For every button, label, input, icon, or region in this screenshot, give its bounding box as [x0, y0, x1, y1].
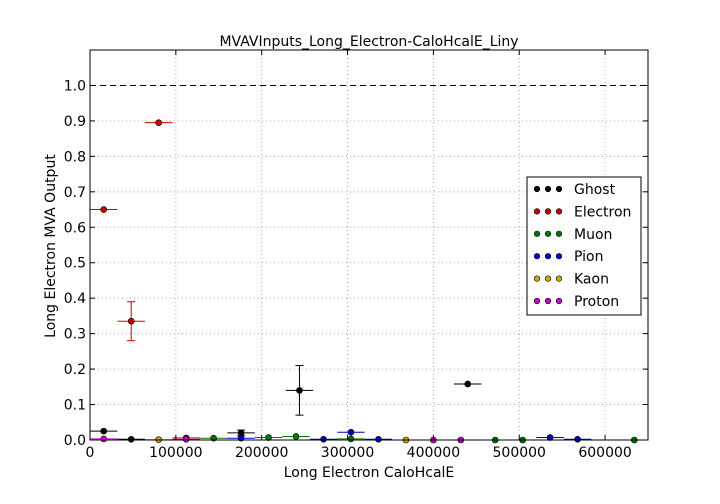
legend-marker: [555, 230, 563, 237]
data-point: [320, 435, 327, 443]
data-point: [182, 435, 190, 443]
legend-label: Pion: [574, 249, 603, 265]
plot-frame: [89, 49, 649, 441]
x-tick-label: 0: [86, 445, 95, 461]
y-tick-label: 0.6: [64, 220, 86, 236]
x-tick-label: 500000: [493, 445, 546, 461]
chart-title: MVAVInputs_Long_Electron-CaloHcalE_Liny: [219, 34, 518, 50]
legend-marker: [555, 275, 563, 282]
y-tick-label: 0.3: [64, 327, 86, 343]
legend-marker: [533, 230, 541, 237]
data-point: [347, 428, 355, 436]
x-tick-label: 400000: [407, 445, 460, 461]
legend-label: Kaon: [574, 272, 609, 288]
series-electron: [90, 119, 200, 442]
x-tick-label: 200000: [235, 445, 288, 461]
legend-marker: [544, 297, 552, 305]
data-point: [546, 434, 554, 441]
legend-marker: [533, 253, 541, 260]
y-tick-label: 0.8: [64, 149, 86, 165]
y-tick-label: 0.4: [64, 291, 86, 307]
data-point: [127, 435, 135, 443]
y-tick-label: 0.7: [64, 185, 86, 201]
y-tick-label: 0.5: [64, 256, 86, 272]
data-point: [296, 387, 303, 394]
axis-ticks: 0 100000 200000 300000 400000 500000 600000 0.0…: [64, 50, 648, 461]
data-point: [574, 435, 581, 443]
legend-box: [526, 176, 642, 316]
legend-marker: [544, 185, 552, 193]
data-point: [292, 433, 300, 440]
legend-marker: [533, 208, 541, 215]
series-pion: [227, 428, 592, 443]
data-point: [100, 427, 108, 435]
legend-marker: [544, 208, 552, 215]
legend-marker: [555, 185, 563, 193]
x-tick-label: 600000: [578, 445, 631, 461]
legend-label: Electron: [574, 204, 631, 220]
legend-marker: [555, 208, 563, 215]
data-point: [155, 119, 162, 126]
legend-marker: [544, 275, 552, 282]
data-point: [464, 380, 472, 388]
data-point: [347, 435, 355, 443]
legend-marker: [555, 253, 563, 260]
y-tick-label: 1.0: [64, 78, 86, 94]
series-muon: [199, 433, 648, 444]
legend-marker: [533, 297, 541, 305]
legend-marker: [544, 230, 552, 237]
data-point: [265, 434, 272, 441]
legend-marker: [533, 275, 541, 282]
y-tick-label: 0.1: [64, 398, 86, 414]
x-tick-label: 100000: [149, 445, 202, 461]
x-tick-label: 300000: [321, 445, 374, 461]
legend-label: Proton: [574, 294, 619, 310]
data-points: [90, 119, 648, 444]
legend: Ghost Electron Muon Pion Kaon Proton: [526, 176, 642, 316]
data-point: [127, 317, 135, 325]
y-tick-label: 0.2: [64, 362, 86, 378]
y-tick-label: 0.0: [64, 433, 86, 449]
legend-label: Ghost: [574, 182, 616, 198]
legend-marker: [544, 253, 552, 260]
series-ghost: [90, 365, 482, 443]
legend-marker: [555, 297, 563, 305]
y-tick-label: 0.9: [64, 114, 86, 130]
legend-marker: [533, 185, 541, 193]
data-point: [100, 206, 108, 213]
y-axis-label: Long Electron MVA Output: [43, 154, 59, 338]
data-point: [100, 435, 108, 443]
legend-label: Muon: [574, 227, 612, 243]
x-axis-label: Long Electron CaloHcalE: [284, 465, 455, 481]
data-point: [375, 435, 382, 443]
